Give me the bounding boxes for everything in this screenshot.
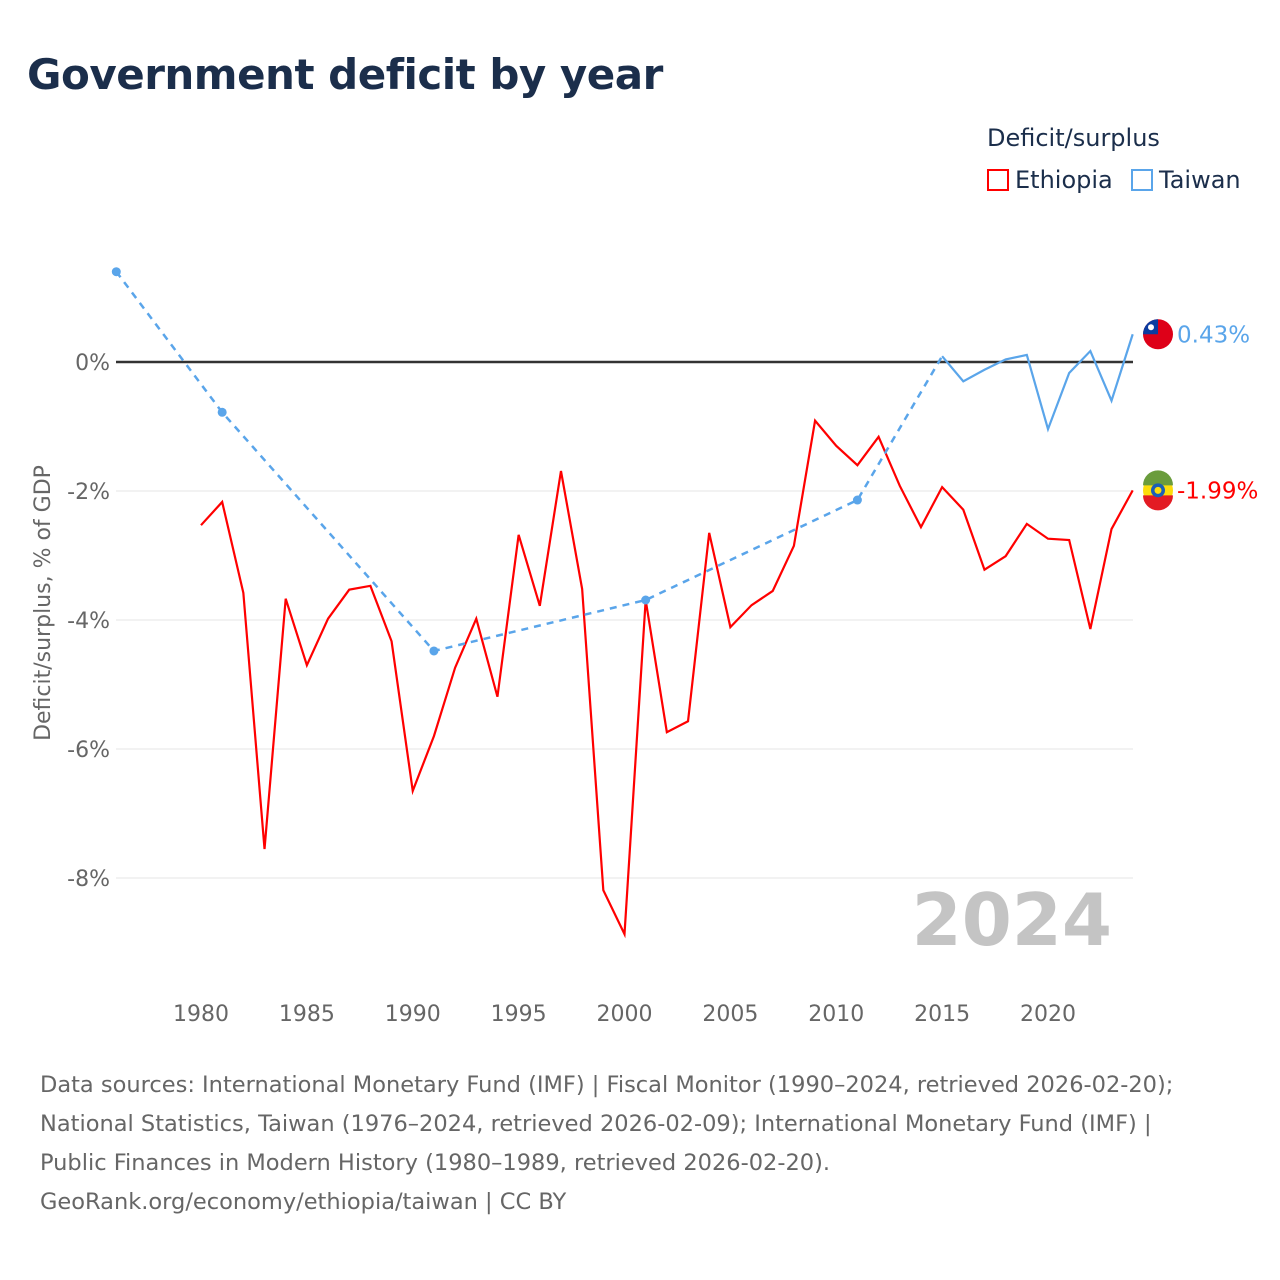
series-ethiopia-line [200,418,1134,939]
x-tick-label: 1990 [385,1002,441,1027]
series-taiwan-dashed-line [115,270,944,653]
data-point [641,595,651,605]
x-tick-label: 2020 [1020,1002,1076,1027]
legend-swatch-taiwan [1131,169,1153,191]
legend-swatch-ethiopia [987,169,1009,191]
data-point [217,407,227,417]
attribution-link[interactable]: GeoRank.org/economy/ethiopia/taiwan | CC… [40,1189,567,1215]
legend-label-ethiopia: Ethiopia [1015,166,1113,194]
ethiopia-flag-star [1154,486,1162,494]
end-value-label-ethiopia: -1.99% [1177,478,1258,504]
data-point [429,646,439,656]
x-tick-label: 1995 [491,1002,547,1027]
footer: Data sources: International Monetary Fun… [40,1066,1260,1222]
ethiopia-flag-icon [1143,470,1173,486]
y-tick-label: -8% [67,867,110,892]
x-tick-label: 2015 [914,1002,970,1027]
x-tick-label: 1985 [279,1002,335,1027]
data-point [852,495,862,505]
source-line: Data sources: International Monetary Fun… [40,1072,1174,1098]
data-point [111,267,121,277]
legend-title: Deficit/surplus [987,124,1160,152]
x-tick-label: 1980 [173,1002,229,1027]
taiwan-flag-sun [1148,324,1154,331]
y-tick-label: -6% [67,738,110,763]
x-tick-label: 2005 [702,1002,758,1027]
legend-label-taiwan: Taiwan [1159,166,1241,194]
source-line: National Statistics, Taiwan (1976–2024, … [40,1111,1152,1137]
end-value-label-taiwan: 0.43% [1177,322,1250,348]
y-axis-label: Deficit/surplus, % of GDP [31,465,56,741]
year-label: 2024 [912,878,1112,962]
ethiopia-flag-icon [1143,495,1173,511]
legend-item-ethiopia[interactable]: Ethiopia [987,166,1113,194]
source-line: Public Finances in Modern History (1980–… [40,1150,831,1176]
y-tick-label: -2% [67,480,110,505]
y-tick-label: -4% [67,609,110,634]
chart-title: Government deficit by year [27,50,663,99]
x-tick-label: 2010 [808,1002,864,1027]
y-tick-label: 0% [75,351,110,376]
legend-item-taiwan[interactable]: Taiwan [1131,166,1241,194]
series-taiwan-line [941,333,1134,433]
plot-area: 0% -2% -4% -6% -8% 1980 1985 1990 1995 2000 2005 20… [31,267,1258,1027]
x-tick-label: 2000 [597,1002,653,1027]
